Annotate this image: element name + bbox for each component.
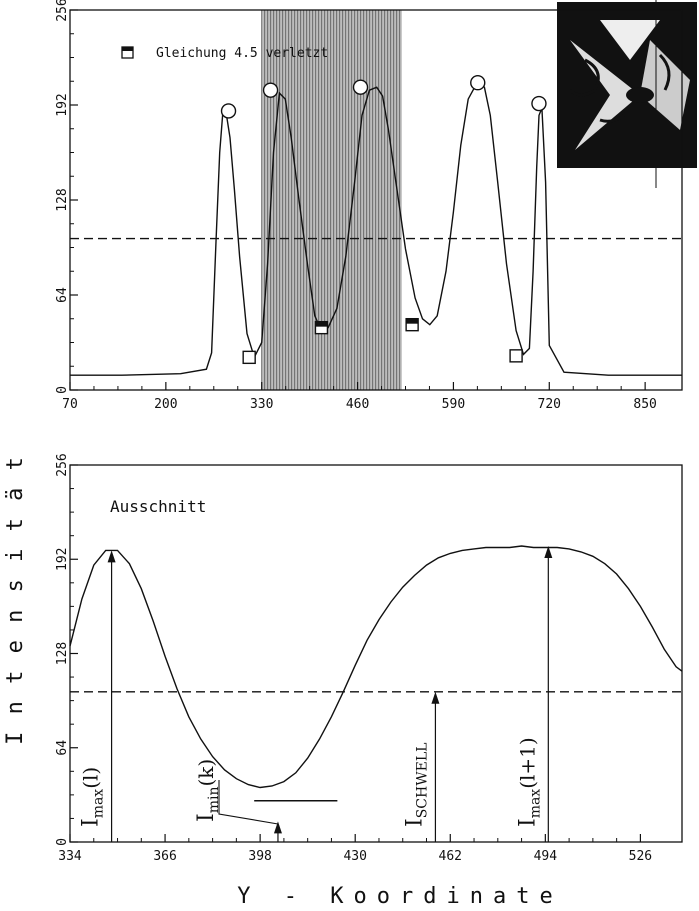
bottom-intensity-curve <box>69 545 683 789</box>
panel-title: Ausschnitt <box>110 497 206 516</box>
maximum-marker <box>220 103 237 119</box>
top-ytick-label: 192 <box>55 93 70 116</box>
top-xtick-label: 590 <box>442 397 465 412</box>
top-xtick-label: 330 <box>250 397 273 412</box>
bottom-xtick-label: 462 <box>439 849 462 864</box>
bottom-ytick-label: 256 <box>55 453 70 476</box>
legend-label: Gleichung 4.5 verletzt <box>156 46 328 61</box>
inset-fringe-image <box>557 0 697 188</box>
bottom-xtick-label: 494 <box>534 849 558 864</box>
arrow-label: ISCHWELL <box>402 743 430 827</box>
bottom-ytick-label: 192 <box>55 548 70 571</box>
bottom-xtick-label: 334 <box>58 849 82 864</box>
top-chart-panel: 0 64 128 192 256 70 200 330 460 590 720 850 Gleichun… <box>55 0 683 412</box>
maximum-marker <box>470 75 486 91</box>
arrow-head <box>431 691 440 704</box>
arrow-label: Imax(l) <box>79 767 107 827</box>
top-xtick-label: 70 <box>62 397 78 412</box>
bottom-xtick-label: 430 <box>343 849 366 864</box>
bottom-xtick-label: 398 <box>248 849 271 864</box>
top-ytick-label: 0 <box>55 386 70 394</box>
legend-symbol-fill <box>122 47 133 51</box>
minimum-marker <box>242 350 256 365</box>
maximum-marker <box>531 95 547 112</box>
minimum-marker-fill <box>315 321 328 327</box>
bottom-ytick-label: 64 <box>55 740 70 756</box>
top-xtick-label: 460 <box>346 397 369 412</box>
minimum-marker-fill <box>406 318 419 324</box>
arrow-label: Imin(k) <box>194 759 222 822</box>
arrow-label: Imax(l+1) <box>515 737 543 827</box>
bottom-chart-panel: 0 64 128 192 256 334 366 398 430 462 494 526 Ausschn… <box>55 453 683 864</box>
top-ytick-label: 128 <box>55 188 70 211</box>
top-xtick-label: 200 <box>154 397 177 412</box>
y-axis-label: I n t e n s i t ä t <box>3 455 28 745</box>
top-xtick-label: 850 <box>633 397 656 412</box>
x-axis-label: Y - Koordinate <box>237 884 562 909</box>
minimum-marker <box>509 349 523 363</box>
bottom-ytick-label: 128 <box>55 642 70 665</box>
bottom-xtick-label: 526 <box>629 849 652 864</box>
maximum-marker <box>352 79 369 95</box>
arrow-head <box>107 550 116 563</box>
bottom-ytick-label: 0 <box>55 838 70 846</box>
bottom-plot-frame <box>69 464 683 843</box>
arrow-head <box>273 821 282 834</box>
arrow-head <box>544 545 553 558</box>
top-xtick-label: 720 <box>538 397 561 412</box>
min-label-leader <box>218 780 279 825</box>
top-intensity-curve <box>70 83 682 376</box>
top-ytick-label: 256 <box>55 0 70 22</box>
top-ytick-label: 64 <box>55 287 70 303</box>
maximum-marker <box>262 82 279 98</box>
bottom-xtick-label: 366 <box>153 849 176 864</box>
